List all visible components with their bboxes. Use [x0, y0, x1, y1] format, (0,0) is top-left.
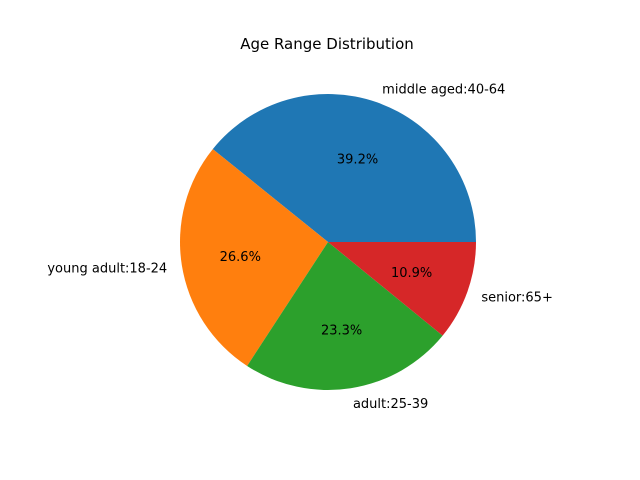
pie-percent-label: 10.9%: [391, 266, 432, 281]
pie-slice-senior: [328, 242, 476, 336]
chart-title: Age Range Distribution: [240, 35, 414, 53]
pie-slice-young-adult: [180, 149, 328, 366]
pie-percent-label: 26.6%: [220, 250, 261, 265]
pie-percent-label: 39.2%: [337, 152, 378, 167]
pie-slices: [180, 93, 476, 391]
pie-percent-label: 23.3%: [321, 324, 362, 339]
pie-category-label: middle aged:40-64: [382, 82, 505, 97]
pie-category-label: adult:25-39: [353, 397, 428, 412]
pie-slice-middle-aged: [212, 93, 476, 242]
pie-category-label: senior:65+: [481, 291, 553, 306]
pie-category-label: young adult:18-24: [47, 261, 167, 276]
pie-slice-adult: [247, 242, 443, 391]
pie-labels: 39.2% middle aged:40-64 26.6% young adult:1…: [47, 82, 553, 411]
